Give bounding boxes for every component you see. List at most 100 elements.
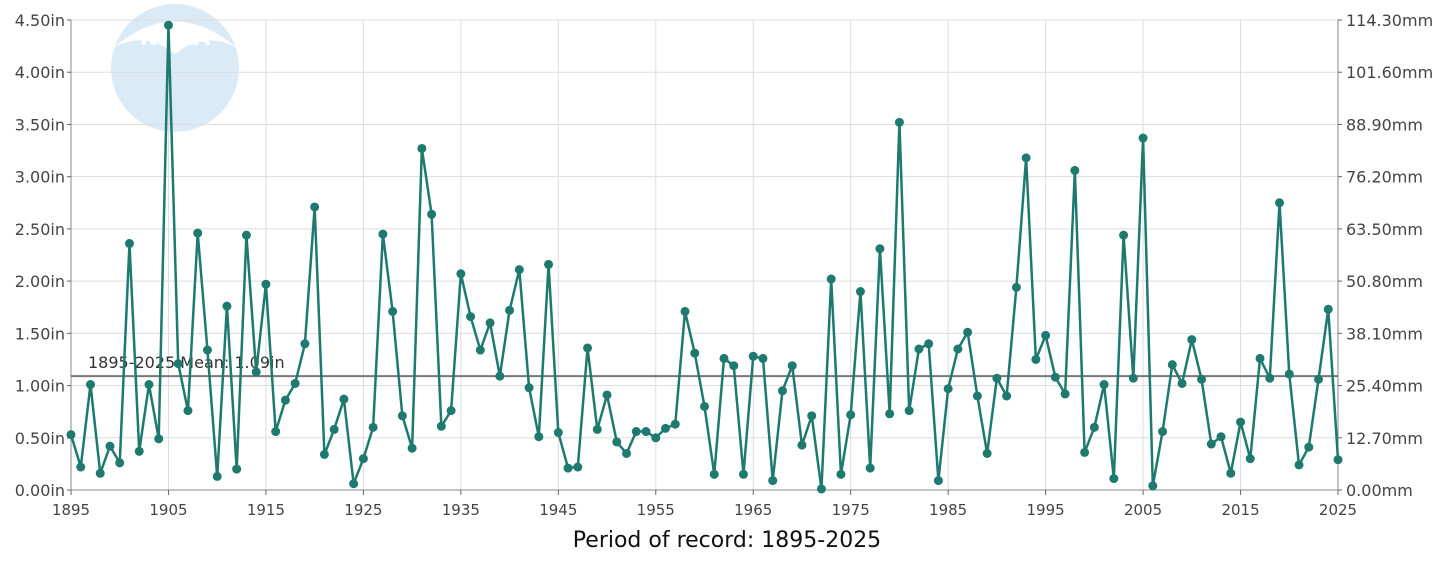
data-point[interactable] (787, 361, 797, 371)
data-point[interactable] (894, 117, 904, 127)
data-point[interactable] (524, 383, 534, 393)
data-point[interactable] (1119, 230, 1129, 240)
data-point[interactable] (1216, 432, 1226, 442)
data-point[interactable] (758, 353, 768, 363)
data-point[interactable] (846, 410, 856, 420)
data-point[interactable] (670, 419, 680, 429)
data-point[interactable] (592, 424, 602, 434)
data-point[interactable] (475, 345, 485, 355)
data-point[interactable] (992, 373, 1002, 383)
data-point[interactable] (875, 244, 885, 254)
data-point[interactable] (924, 339, 934, 349)
data-point[interactable] (105, 441, 115, 451)
data-point[interactable] (855, 287, 865, 297)
data-point[interactable] (1158, 427, 1168, 437)
data-point[interactable] (446, 406, 456, 416)
data-point[interactable] (485, 318, 495, 328)
data-point[interactable] (1031, 354, 1041, 364)
data-point[interactable] (1148, 481, 1158, 491)
data-point[interactable] (1002, 391, 1012, 401)
data-point[interactable] (943, 384, 953, 394)
data-point[interactable] (417, 143, 427, 153)
data-point[interactable] (1109, 474, 1119, 484)
data-point[interactable] (1284, 369, 1294, 379)
data-point[interactable] (1187, 335, 1197, 345)
data-point[interactable] (622, 448, 632, 458)
data-point[interactable] (280, 395, 290, 405)
data-point[interactable] (1304, 442, 1314, 452)
data-point[interactable] (495, 371, 505, 381)
data-point[interactable] (719, 353, 729, 363)
data-point[interactable] (1294, 460, 1304, 470)
data-point[interactable] (232, 464, 242, 474)
data-point[interactable] (427, 209, 437, 219)
data-point[interactable] (865, 463, 875, 473)
data-point[interactable] (612, 437, 622, 447)
data-point[interactable] (436, 421, 446, 431)
data-point[interactable] (1197, 374, 1207, 384)
data-point[interactable] (1245, 454, 1255, 464)
data-point[interactable] (768, 476, 778, 486)
data-point[interactable] (154, 434, 164, 444)
data-point[interactable] (826, 274, 836, 284)
data-point[interactable] (963, 327, 973, 337)
data-point[interactable] (163, 20, 173, 30)
data-point[interactable] (1206, 439, 1216, 449)
data-point[interactable] (202, 345, 212, 355)
data-point[interactable] (777, 386, 787, 396)
data-point[interactable] (1167, 360, 1177, 370)
data-point[interactable] (1226, 468, 1236, 478)
data-point[interactable] (709, 469, 719, 479)
data-point[interactable] (251, 367, 261, 377)
data-point[interactable] (1236, 417, 1246, 427)
data-point[interactable] (583, 343, 593, 353)
data-point[interactable] (680, 306, 690, 316)
data-point[interactable] (1314, 374, 1324, 384)
data-point[interactable] (914, 344, 924, 354)
data-point[interactable] (1323, 304, 1333, 314)
data-point[interactable] (173, 359, 183, 369)
data-point[interactable] (144, 380, 154, 390)
data-point[interactable] (553, 428, 563, 438)
data-point[interactable] (310, 202, 320, 212)
data-point[interactable] (1177, 378, 1187, 388)
data-point[interactable] (797, 440, 807, 450)
data-point[interactable] (66, 430, 76, 440)
data-point[interactable] (1138, 133, 1148, 143)
data-point[interactable] (690, 348, 700, 358)
data-point[interactable] (290, 378, 300, 388)
data-point[interactable] (466, 312, 476, 322)
data-point[interactable] (241, 230, 251, 240)
data-point[interactable] (134, 446, 144, 456)
data-point[interactable] (339, 394, 349, 404)
data-point[interactable] (388, 306, 398, 316)
data-point[interactable] (349, 479, 359, 489)
data-point[interactable] (1089, 422, 1099, 432)
data-point[interactable] (1255, 353, 1265, 363)
data-point[interactable] (904, 406, 914, 416)
data-point[interactable] (378, 229, 388, 239)
data-point[interactable] (1128, 373, 1138, 383)
data-point[interactable] (329, 424, 339, 434)
data-point[interactable] (544, 259, 554, 269)
data-point[interactable] (76, 462, 86, 472)
data-point[interactable] (1060, 389, 1070, 399)
data-point[interactable] (1333, 455, 1343, 465)
data-point[interactable] (738, 469, 748, 479)
data-point[interactable] (397, 411, 407, 421)
data-point[interactable] (1099, 380, 1109, 390)
data-point[interactable] (1011, 282, 1021, 292)
data-point[interactable] (261, 279, 271, 289)
data-point[interactable] (514, 265, 524, 275)
data-point[interactable] (1265, 373, 1275, 383)
data-point[interactable] (1021, 153, 1031, 163)
data-point[interactable] (885, 409, 895, 419)
data-point[interactable] (456, 269, 466, 279)
data-point[interactable] (95, 468, 105, 478)
data-point[interactable] (972, 391, 982, 401)
data-point[interactable] (807, 411, 817, 421)
data-point[interactable] (602, 390, 612, 400)
data-point[interactable] (85, 380, 95, 390)
data-point[interactable] (729, 361, 739, 371)
data-point[interactable] (661, 423, 671, 433)
